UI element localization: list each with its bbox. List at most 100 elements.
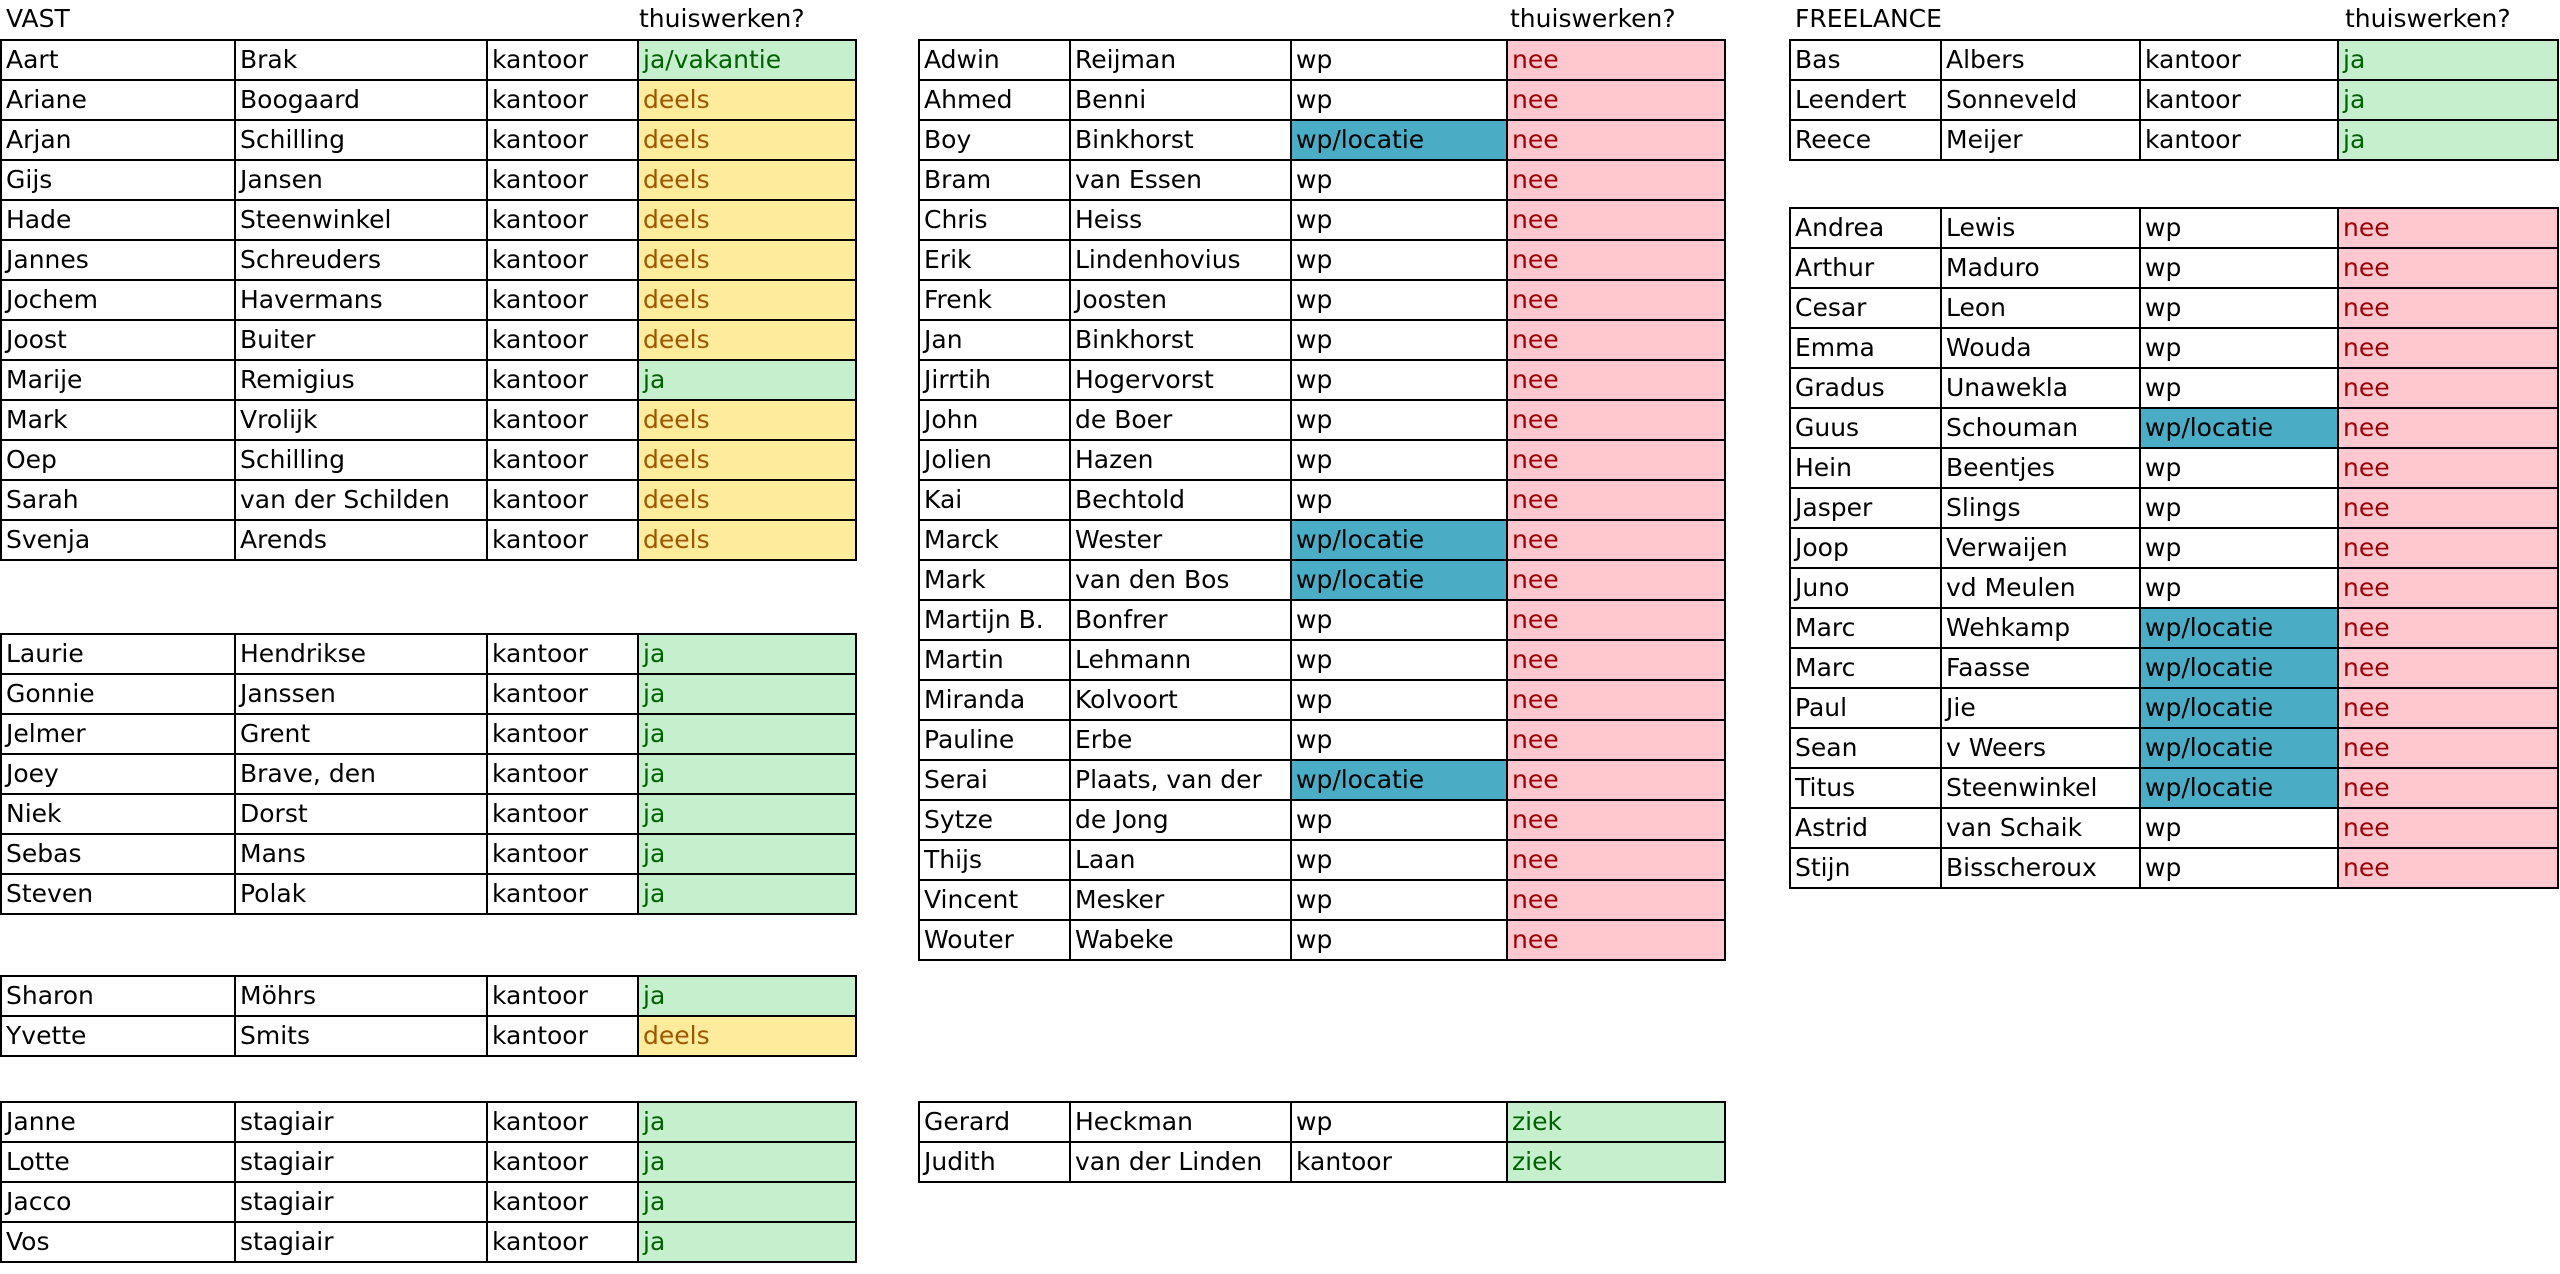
thuiswerken-cell: deels — [637, 279, 857, 321]
first-name-cell: Vos — [0, 1221, 236, 1263]
thuiswerken-cell: nee — [1506, 839, 1726, 881]
table-row: Juno vd Meulen wp nee — [1789, 567, 2559, 609]
location-cell: wp — [1290, 1101, 1508, 1143]
table-row: Ahmed Benni wp nee — [918, 79, 1726, 121]
vast-table-4: Janne stagiair kantoor ja Lotte stagiair kanto… — [0, 1101, 857, 1263]
location-cell: kantoor — [486, 1101, 639, 1143]
last-name-cell: Schouman — [1940, 407, 2141, 449]
table-row: Sean v Weers wp/locatie nee — [1789, 727, 2559, 769]
first-name-cell: Miranda — [918, 679, 1071, 721]
mid-table-1: Adwin Reijman wp nee Ahmed Benni wp nee Boy Binkh… — [918, 39, 1726, 961]
thuiswerken-cell: ja — [2337, 119, 2559, 161]
first-name-cell: Jacco — [0, 1181, 236, 1223]
first-name-cell: Aart — [0, 39, 236, 81]
vast-table-2: Laurie Hendrikse kantoor ja Gonnie Janssen kan… — [0, 633, 857, 915]
table-row: Judith van der Linden kantoor ziek — [918, 1141, 1726, 1183]
first-name-cell: Svenja — [0, 519, 236, 561]
last-name-cell: Remigius — [234, 359, 488, 401]
location-cell: wp — [2139, 327, 2339, 369]
last-name-cell: Kolvoort — [1069, 679, 1292, 721]
first-name-cell: Ariane — [0, 79, 236, 121]
first-name-cell: Marc — [1789, 607, 1942, 649]
first-name-cell: Juno — [1789, 567, 1942, 609]
first-name-cell: Jan — [918, 319, 1071, 361]
location-cell: kantoor — [486, 119, 639, 161]
table-row: Kai Bechtold wp nee — [918, 479, 1726, 521]
first-name-cell: Wouter — [918, 919, 1071, 961]
thuiswerken-cell: deels — [637, 439, 857, 481]
thuiswerken-cell: deels — [637, 319, 857, 361]
location-cell: wp/locatie — [2139, 727, 2339, 769]
location-cell: wp — [1290, 239, 1508, 281]
last-name-cell: Möhrs — [234, 975, 488, 1017]
thuiswerken-cell: nee — [2337, 487, 2559, 529]
first-name-cell: Judith — [918, 1141, 1071, 1183]
location-cell: wp/locatie — [2139, 647, 2339, 689]
first-name-cell: Leendert — [1789, 79, 1942, 121]
table-row: Pauline Erbe wp nee — [918, 719, 1726, 761]
table-row: Martin Lehmann wp nee — [918, 639, 1726, 681]
location-cell: wp — [1290, 599, 1508, 641]
first-name-cell: Jannes — [0, 239, 236, 281]
table-row: Arjan Schilling kantoor deels — [0, 119, 857, 161]
last-name-cell: Heiss — [1069, 199, 1292, 241]
location-cell: kantoor — [486, 199, 639, 241]
thuiswerken-cell: nee — [1506, 79, 1726, 121]
thuiswerken-cell: ja — [637, 1101, 857, 1143]
first-name-cell: Laurie — [0, 633, 236, 675]
location-cell: wp — [1290, 159, 1508, 201]
first-name-cell: Marije — [0, 359, 236, 401]
last-name-cell: Hazen — [1069, 439, 1292, 481]
table-row: Gonnie Janssen kantoor ja — [0, 673, 857, 715]
thuiswerken-cell: nee — [2337, 367, 2559, 409]
first-name-cell: Titus — [1789, 767, 1942, 809]
thuiswerken-cell: nee — [2337, 847, 2559, 889]
table-row: Vos stagiair kantoor ja — [0, 1221, 857, 1263]
vast-thuiswerken-header: thuiswerken? — [639, 4, 805, 33]
last-name-cell: vd Meulen — [1940, 567, 2141, 609]
thuiswerken-cell: nee — [1506, 239, 1726, 281]
first-name-cell: Emma — [1789, 327, 1942, 369]
last-name-cell: van Schaik — [1940, 807, 2141, 849]
location-cell: wp — [1290, 839, 1508, 881]
thuiswerken-cell: nee — [1506, 759, 1726, 801]
thuiswerken-cell: ja — [637, 713, 857, 755]
location-cell: wp — [1290, 679, 1508, 721]
thuiswerken-cell: ja — [637, 975, 857, 1017]
table-row: Frenk Joosten wp nee — [918, 279, 1726, 321]
first-name-cell: Jolien — [918, 439, 1071, 481]
table-row: Stijn Bisscheroux wp nee — [1789, 847, 2559, 889]
location-cell: wp — [2139, 207, 2339, 249]
last-name-cell: Wester — [1069, 519, 1292, 561]
first-name-cell: Sharon — [0, 975, 236, 1017]
table-row: Arthur Maduro wp nee — [1789, 247, 2559, 289]
table-row: Aart Brak kantoor ja/vakantie — [0, 39, 857, 81]
location-cell: wp — [1290, 919, 1508, 961]
location-cell: kantoor — [486, 39, 639, 81]
table-row: Sytze de Jong wp nee — [918, 799, 1726, 841]
first-name-cell: Yvette — [0, 1015, 236, 1057]
first-name-cell: Jasper — [1789, 487, 1942, 529]
thuiswerken-cell: nee — [2337, 727, 2559, 769]
thuiswerken-cell: deels — [637, 399, 857, 441]
thuiswerken-cell: nee — [1506, 199, 1726, 241]
first-name-cell: Cesar — [1789, 287, 1942, 329]
first-name-cell: Pauline — [918, 719, 1071, 761]
table-row: Gerard Heckman wp ziek — [918, 1101, 1726, 1143]
last-name-cell: Bisscheroux — [1940, 847, 2141, 889]
table-row: Hade Steenwinkel kantoor deels — [0, 199, 857, 241]
last-name-cell: Joosten — [1069, 279, 1292, 321]
last-name-cell: Leon — [1940, 287, 2141, 329]
location-cell: wp/locatie — [1290, 559, 1508, 601]
first-name-cell: Joey — [0, 753, 236, 795]
table-row: Jannes Schreuders kantoor deels — [0, 239, 857, 281]
table-row: John de Boer wp nee — [918, 399, 1726, 441]
last-name-cell: Havermans — [234, 279, 488, 321]
first-name-cell: Joop — [1789, 527, 1942, 569]
last-name-cell: Hendrikse — [234, 633, 488, 675]
table-row: Jan Binkhorst wp nee — [918, 319, 1726, 361]
thuiswerken-cell: nee — [2337, 647, 2559, 689]
first-name-cell: Sarah — [0, 479, 236, 521]
last-name-cell: stagiair — [234, 1141, 488, 1183]
last-name-cell: Brave, den — [234, 753, 488, 795]
